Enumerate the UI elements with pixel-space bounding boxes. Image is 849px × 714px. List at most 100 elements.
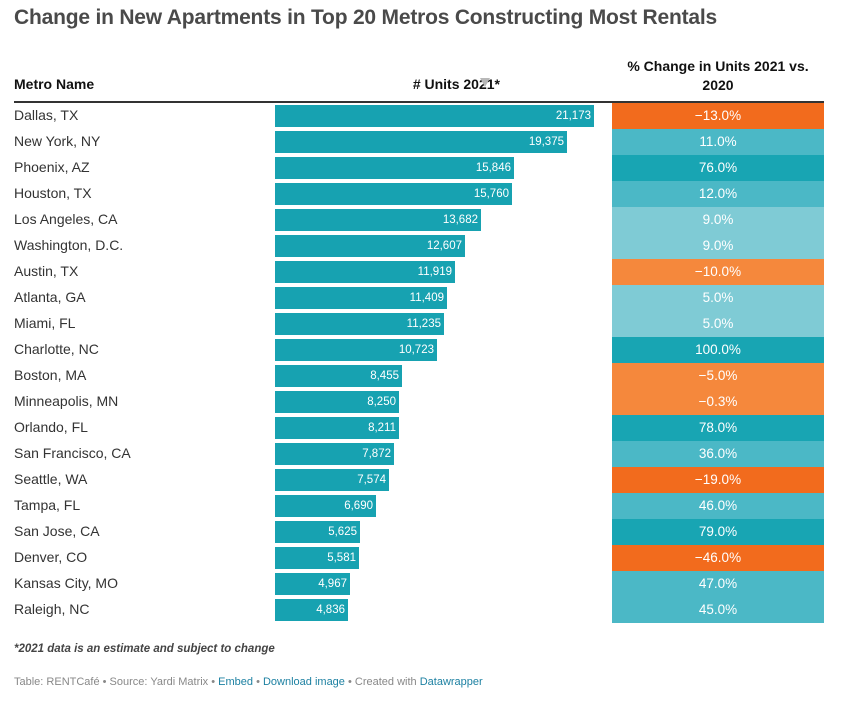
column-header-units[interactable]: # Units 2021* [270,76,500,92]
table-row: Los Angeles, CA 13,682 9.0% [0,207,849,233]
change-cell: 5.0% [612,285,824,311]
change-cell: −5.0% [612,363,824,389]
download-image-link[interactable]: Download image [262,676,345,688]
metro-name: San Francisco, CA [14,445,131,461]
units-value-label: 8,250 [367,396,396,408]
change-cell: 46.0% [612,493,824,519]
change-cell: 47.0% [612,571,824,597]
metro-name: San Jose, CA [14,523,100,539]
change-cell: 12.0% [612,181,824,207]
change-cell: 36.0% [612,441,824,467]
metro-name: Charlotte, NC [14,341,99,357]
column-header-change-line1: % Change in Units 2021 vs. [627,58,809,74]
units-value-label: 4,967 [318,578,347,590]
sort-descending-icon[interactable] [480,78,490,87]
units-bar [275,573,350,595]
footnote: *2021 data is an estimate and subject to… [14,643,275,655]
metro-name: Los Angeles, CA [14,211,118,227]
units-value-label: 11,919 [417,266,452,278]
units-bar [275,495,376,517]
metro-name: Dallas, TX [14,107,79,123]
change-cell: 79.0% [612,519,824,545]
datawrapper-link[interactable]: Datawrapper [419,676,483,688]
metro-name: Washington, D.C. [14,237,124,253]
change-cell: 78.0% [612,415,824,441]
source-line: Table: RENTCafé • Source: Yardi Matrix •… [14,676,483,688]
metro-name: New York, NY [14,133,101,149]
units-bar [275,521,360,543]
units-value-label: 7,574 [357,474,386,486]
table-row: Raleigh, NC 4,836 45.0% [0,597,849,623]
change-cell: 45.0% [612,597,824,623]
change-cell: −19.0% [612,467,824,493]
change-cell: −46.0% [612,545,824,571]
table-row: Austin, TX 11,919 −10.0% [0,259,849,285]
change-cell: 76.0% [612,155,824,181]
table-row: Houston, TX 15,760 12.0% [0,181,849,207]
change-cell: 9.0% [612,207,824,233]
table-row: New York, NY 19,375 11.0% [0,129,849,155]
units-bar [275,313,444,335]
metro-name: Boston, MA [14,367,87,383]
units-bar [275,157,514,179]
units-bar [275,183,512,205]
units-bar [275,391,399,413]
units-bar [275,209,481,231]
table-row: Orlando, FL 8,211 78.0% [0,415,849,441]
table-row: Kansas City, MO 4,967 47.0% [0,571,849,597]
change-cell: −13.0% [612,103,824,129]
units-value-label: 5,625 [328,526,357,538]
units-bar [275,365,402,387]
metro-name: Austin, TX [14,263,79,279]
table-row: San Francisco, CA 7,872 36.0% [0,441,849,467]
table-row: Phoenix, AZ 15,846 76.0% [0,155,849,181]
table-row: Denver, CO 5,581 −46.0% [0,545,849,571]
units-value-label: 21,173 [555,110,591,122]
metro-name: Miami, FL [14,315,76,331]
units-bar [275,339,437,361]
table-row: Miami, FL 11,235 5.0% [0,311,849,337]
change-cell: −10.0% [612,259,824,285]
metro-name: Tampa, FL [14,497,81,513]
units-value-label: 8,211 [368,422,396,434]
column-header-change-line2: 2020 [702,77,734,93]
table-row: Tampa, FL 6,690 46.0% [0,493,849,519]
header-divider [14,101,824,103]
embed-link[interactable]: Embed [218,676,254,688]
created-with-text: • Created with [344,676,420,688]
table-row: San Jose, CA 5,625 79.0% [0,519,849,545]
units-value-label: 12,607 [426,240,462,252]
metro-name: Atlanta, GA [14,289,86,305]
table-row: Minneapolis, MN 8,250 −0.3% [0,389,849,415]
units-value-label: 6,690 [344,500,373,512]
metro-name: Kansas City, MO [14,575,118,591]
units-bar [275,443,394,465]
change-cell: 9.0% [612,233,824,259]
change-cell: 11.0% [612,129,824,155]
units-value-label: 10,723 [398,344,434,356]
units-value-label: 5,581 [327,552,356,564]
column-header-change[interactable]: % Change in Units 2021 vs. 2020 [612,57,824,95]
units-bar [275,131,567,153]
table-row: Seattle, WA 7,574 −19.0% [0,467,849,493]
units-bar [275,599,348,621]
units-value-label: 13,682 [442,214,478,226]
column-header-metro[interactable]: Metro Name [14,76,95,92]
source-text: Table: RENTCafé • Source: Yardi Matrix • [14,676,219,688]
metro-name: Orlando, FL [14,419,88,435]
column-header-units-label: # Units 2021* [412,76,500,92]
units-value-label: 4,836 [316,604,345,616]
units-bar [275,547,359,569]
units-value-label: 11,409 [409,292,444,304]
change-cell: −0.3% [612,389,824,415]
metro-name: Minneapolis, MN [14,393,119,409]
units-value-label: 11,235 [406,318,441,330]
source-separator: • [253,676,263,688]
units-bar [275,417,399,439]
chart-title: Change in New Apartments in Top 20 Metro… [14,6,717,29]
units-value-label: 7,872 [362,448,391,460]
metro-name: Phoenix, AZ [14,159,90,175]
change-cell: 5.0% [612,311,824,337]
metro-name: Seattle, WA [14,471,88,487]
metro-name: Houston, TX [14,185,92,201]
